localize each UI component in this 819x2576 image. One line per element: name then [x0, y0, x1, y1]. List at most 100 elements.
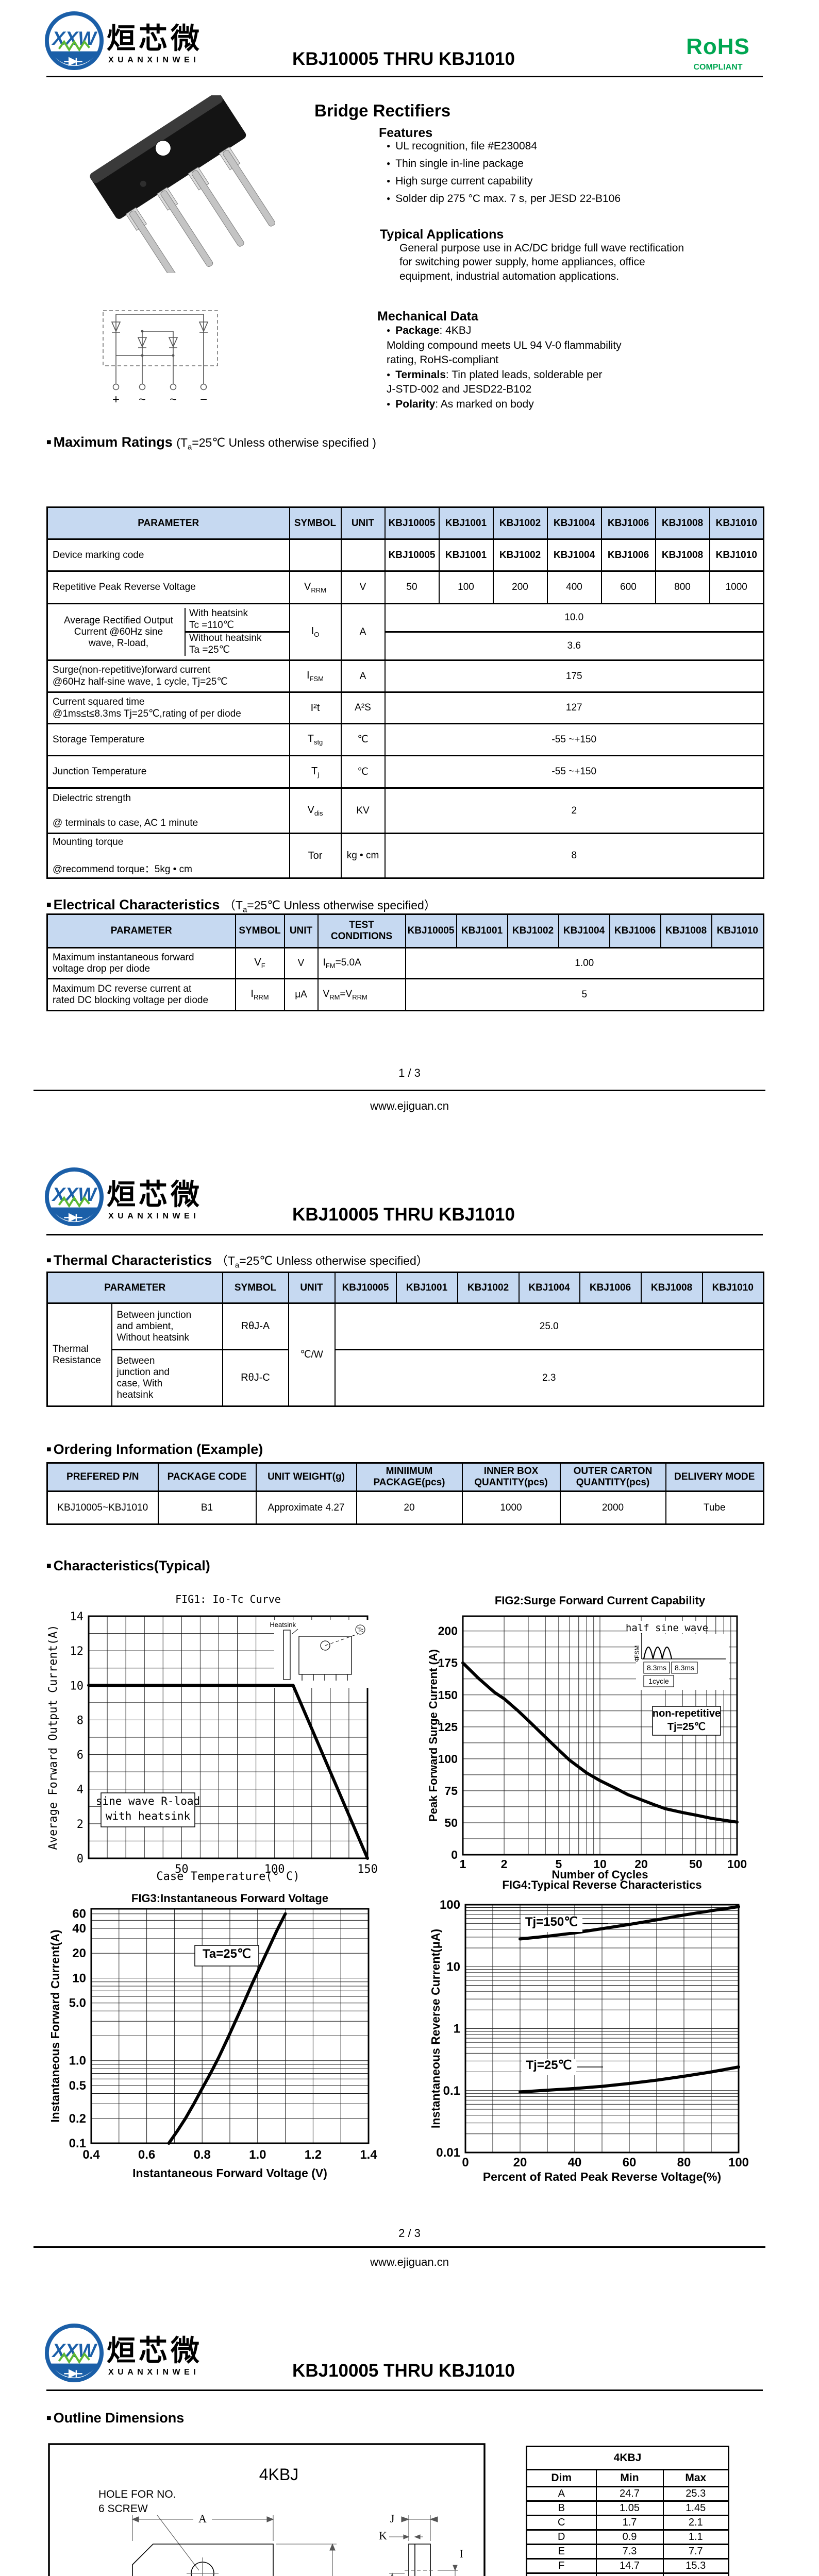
device-cell: 1000 [461, 1490, 561, 1525]
device-cell: KBJ1004 [546, 506, 602, 540]
applications-line: for switching power supply, home applian… [399, 256, 645, 268]
col-parameter: PARAMETER [46, 913, 236, 948]
chart-border [88, 1615, 369, 1859]
chart-decor [325, 1633, 359, 1646]
dim-row: B 1.05 1.45 [526, 2500, 729, 2516]
chart-text: 8.3ms [647, 1664, 666, 1672]
param-group-cell: Thermal Resistance [46, 1302, 112, 1407]
table-header-row: Dim Min Max [526, 2469, 729, 2487]
ordering-col: MINIIMUM PACKAGE(pcs) [356, 1462, 463, 1492]
ordering-heading: ■ Ordering Information (Example) [46, 1442, 263, 1457]
unit-cell: V [340, 570, 386, 604]
mechanical-data-heading: Mechanical Data [377, 309, 478, 324]
device-cell: KBJ1008 [655, 538, 710, 572]
chart-text: 8 [77, 1714, 83, 1727]
feature-item: UL recognition, file #E230084 [387, 140, 621, 158]
chart-text: 6 [77, 1749, 83, 1762]
dim-row: C 1.7 2.1 [526, 2515, 729, 2531]
device-cell: 400 [546, 570, 602, 604]
chart-text: 50 [689, 1857, 703, 1871]
feature-item: High surge current capability [387, 175, 621, 193]
device-cell: KBJ1002 [492, 538, 548, 572]
dim-min: 7.3 [595, 2544, 664, 2560]
unit-cell: ℃ [340, 755, 386, 789]
chart-text: 60 [72, 1907, 86, 1921]
col-parameter: PARAMETER [46, 506, 290, 540]
device-cell: KBJ1010 [709, 506, 764, 540]
chart-text: 125 [438, 1720, 458, 1734]
chart-text: 1 [454, 2022, 460, 2036]
device-cell: 20 [356, 1490, 463, 1525]
unit-cell: ℃/W [288, 1302, 336, 1407]
table-header-row: PREFERED P/N PACKAGE CODE UNIT WEIGHT(g) MI… [46, 1462, 764, 1492]
fig4-reverse-characteristics-chart: 0 20 40 60 80 100 100 10 1 0.1 0.01 Percent of Rate… [429, 1898, 749, 2183]
product-title: Bridge Rectifiers [314, 101, 451, 120]
chart-text: 50 [175, 1863, 189, 1876]
chart-text: 2 [501, 1857, 508, 1871]
chart-annotation-box [628, 1621, 706, 1633]
dimensions-table: 4KBJ Dim Min Max A 24.7 25.3 B 1.05 1.45… [526, 2446, 730, 2576]
value-cell: 5 [405, 978, 764, 1011]
logo-chinese-name: 烜芯微 [107, 2334, 203, 2367]
electrical-table: PARAMETER SYMBOL UNIT TEST CONDITIONS KBJ… [46, 913, 764, 1011]
dim-letter: D [526, 2529, 597, 2545]
device-cell: KBJ10005 [384, 506, 440, 540]
outline-pkg-name: 4KBJ [259, 2465, 298, 2484]
page-number: 1 / 3 [398, 1066, 421, 1079]
device-cell: KBJ1008 [660, 913, 712, 948]
chart-decor [643, 1662, 670, 1674]
chart-text: Case Temperature(° C) [156, 1870, 299, 1883]
chart-text: 1.0 [69, 2054, 86, 2068]
fig1-title: FIG1: Io-Tc Curve [175, 1593, 281, 1605]
dim-min: 24.7 [595, 2486, 664, 2502]
chart-text: 150 [357, 1863, 378, 1876]
table-header-row: PARAMETER SYMBOL UNIT KBJ10005 KBJ1001 KBJ… [46, 1272, 764, 1304]
device-cell: KBJ1001 [438, 506, 494, 540]
outline-drawing: 4KBJ HOLE FOR NO. 6 SCREW [48, 2443, 486, 2576]
symbol-cell: IRRM [235, 978, 285, 1011]
table-header-row: 4KBJ [526, 2446, 729, 2470]
param-cell: Current squared time @1ms≤t≤8.3ms Tj=25℃,… [46, 691, 290, 724]
device-cell: KBJ1001 [395, 1272, 458, 1304]
chart-text: non-repetitive [653, 1708, 721, 1719]
table-row: Mounting torque @recommend torque：5kg • c… [46, 833, 764, 879]
applications-heading: Typical Applications [380, 227, 504, 242]
col-max: Max [662, 2469, 729, 2487]
unit-cell: A [340, 659, 386, 693]
chart-grid [465, 1905, 739, 2153]
chart-annotation-box [101, 1792, 195, 1827]
thermal-heading: ■ Thermal Characteristics （Ta=25℃ Unless … [46, 1252, 428, 1270]
dim-letter: A [526, 2486, 597, 2502]
chart-text: Peak Forward Surge Current (A) [428, 1649, 440, 1822]
symbol-cell: RθJ-A [222, 1302, 289, 1350]
chart-text: 5.0 [69, 1996, 86, 2010]
table-header-row: PARAMETER SYMBOL UNIT KBJ10005 KBJ1001 KBJ… [46, 506, 764, 540]
applications-line: General purpose use in AC/DC bridge full… [399, 242, 684, 254]
terminal-plus-label: + [112, 393, 120, 406]
chart-series [87, 1684, 369, 1860]
chart-decor [302, 1674, 348, 1681]
chart-text: 0 [451, 1848, 458, 1861]
chart-text: 12 [70, 1645, 84, 1658]
unit-cell: V [283, 947, 319, 979]
terminal-minus-label: − [200, 393, 207, 406]
chart-text: 1.0 [249, 2148, 266, 2162]
hole-label: HOLE FOR NO. [98, 2488, 176, 2500]
table-row: Repetitive Peak Reverse Voltage VRRM V 5… [46, 570, 764, 604]
param-cell: Maximum instantaneous forward voltage dro… [46, 947, 236, 979]
col-unit: UNIT [288, 1272, 336, 1304]
ordering-col: OUTER CARTON QUANTITY(pcs) [559, 1462, 666, 1492]
device-cell: KBJ10005 [334, 1272, 397, 1304]
chart-text: 1.2 [305, 2148, 322, 2162]
rohs-compliant-text: COMPLIANT [693, 63, 743, 72]
chart-text: 150 [438, 1688, 458, 1702]
company-logo: XXW 烜芯微 XUANXINWEI [44, 1166, 271, 1232]
unit-cell: ℃ [340, 723, 386, 756]
dim-letter: C [526, 2515, 597, 2531]
device-cell: KBJ1008 [655, 506, 710, 540]
value-cell: 2 [384, 787, 764, 834]
chart-series [519, 1905, 740, 1941]
col-symbol: SYMBOL [222, 1272, 289, 1304]
col-parameter: PARAMETER [46, 1272, 223, 1304]
ordering-table: PREFERED P/N PACKAGE CODE UNIT WEIGHT(g) MI… [46, 1462, 764, 1525]
